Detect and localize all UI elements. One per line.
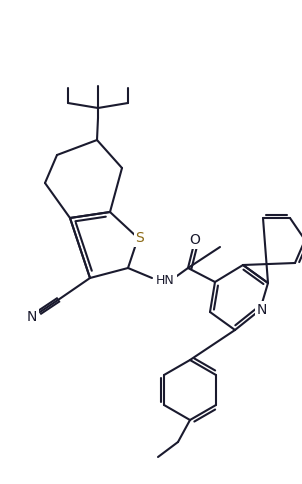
Text: O: O <box>190 233 201 247</box>
Text: N: N <box>27 310 37 324</box>
Text: N: N <box>257 303 267 317</box>
Text: HN: HN <box>156 273 175 287</box>
Text: S: S <box>136 231 144 245</box>
